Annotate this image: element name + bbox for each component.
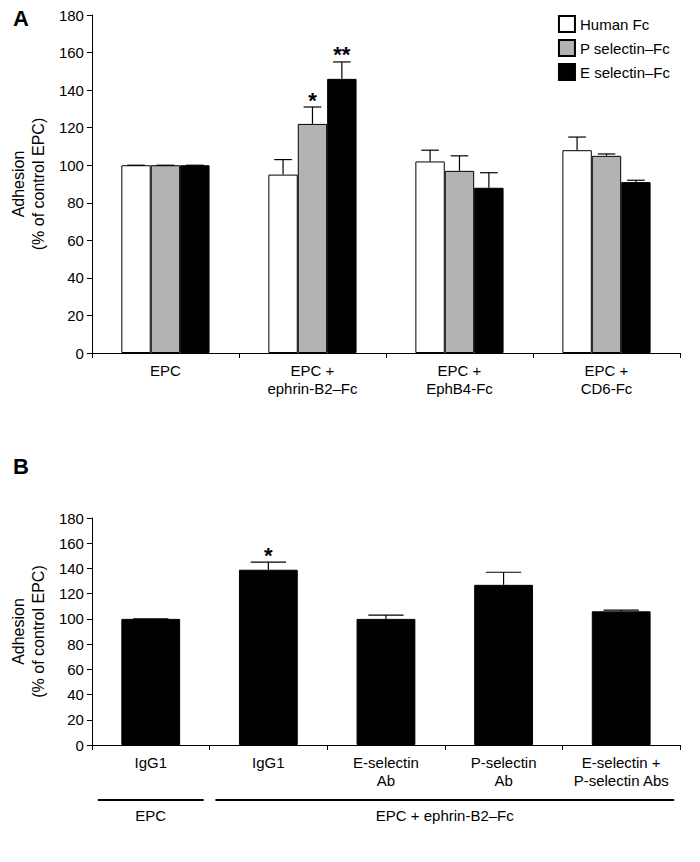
svg-text:120: 120 bbox=[59, 585, 84, 602]
svg-text:Human Fc: Human Fc bbox=[580, 16, 650, 33]
svg-text:20: 20 bbox=[67, 307, 84, 324]
svg-text:160: 160 bbox=[59, 535, 84, 552]
svg-text:EPC: EPC bbox=[135, 807, 166, 824]
svg-text:100: 100 bbox=[59, 157, 84, 174]
svg-text:**: ** bbox=[333, 42, 351, 67]
svg-text:0: 0 bbox=[76, 345, 84, 362]
svg-text:60: 60 bbox=[67, 661, 84, 678]
svg-text:(% of control EPC): (% of control EPC) bbox=[30, 565, 47, 697]
svg-text:40: 40 bbox=[67, 269, 84, 286]
svg-text:P selectin–Fc: P selectin–Fc bbox=[580, 40, 670, 57]
svg-text:Adhesion: Adhesion bbox=[10, 598, 27, 665]
svg-text:EPC +: EPC + bbox=[438, 362, 482, 379]
svg-text:120: 120 bbox=[59, 119, 84, 136]
svg-text:140: 140 bbox=[59, 560, 84, 577]
svg-text:IgG1: IgG1 bbox=[252, 754, 285, 771]
svg-text:ephrin-B2–Fc: ephrin-B2–Fc bbox=[267, 380, 358, 397]
svg-text:0: 0 bbox=[76, 737, 84, 754]
svg-text:E-selectin: E-selectin bbox=[353, 754, 419, 771]
svg-text:Adhesion: Adhesion bbox=[10, 151, 27, 218]
svg-text:P-selectin Abs: P-selectin Abs bbox=[574, 772, 669, 789]
svg-text:CD6-Fc: CD6-Fc bbox=[581, 380, 633, 397]
svg-text:20: 20 bbox=[67, 711, 84, 728]
svg-text:IgG1: IgG1 bbox=[134, 754, 167, 771]
svg-text:(% of control EPC): (% of control EPC) bbox=[30, 118, 47, 250]
svg-text:A: A bbox=[13, 6, 29, 31]
svg-text:Ab: Ab bbox=[377, 772, 395, 789]
svg-text:140: 140 bbox=[59, 82, 84, 99]
svg-text:*: * bbox=[264, 543, 273, 568]
svg-text:E-selectin +: E-selectin + bbox=[582, 754, 661, 771]
svg-text:80: 80 bbox=[67, 636, 84, 653]
svg-text:P-selectin: P-selectin bbox=[471, 754, 537, 771]
svg-text:EPC +: EPC + bbox=[585, 362, 629, 379]
svg-text:180: 180 bbox=[59, 510, 84, 527]
svg-text:EPC + ephrin-B2–Fc: EPC + ephrin-B2–Fc bbox=[376, 807, 514, 824]
svg-text:EphB4-Fc: EphB4-Fc bbox=[426, 380, 493, 397]
svg-text:100: 100 bbox=[59, 610, 84, 627]
svg-text:40: 40 bbox=[67, 686, 84, 703]
svg-text:Ab: Ab bbox=[494, 772, 512, 789]
svg-text:E selectin–Fc: E selectin–Fc bbox=[580, 64, 671, 81]
svg-text:*: * bbox=[308, 88, 317, 113]
svg-text:EPC: EPC bbox=[150, 362, 181, 379]
svg-text:80: 80 bbox=[67, 194, 84, 211]
svg-text:160: 160 bbox=[59, 44, 84, 61]
svg-text:180: 180 bbox=[59, 7, 84, 24]
svg-text:60: 60 bbox=[67, 232, 84, 249]
svg-text:EPC +: EPC + bbox=[291, 362, 335, 379]
svg-text:B: B bbox=[13, 454, 29, 479]
